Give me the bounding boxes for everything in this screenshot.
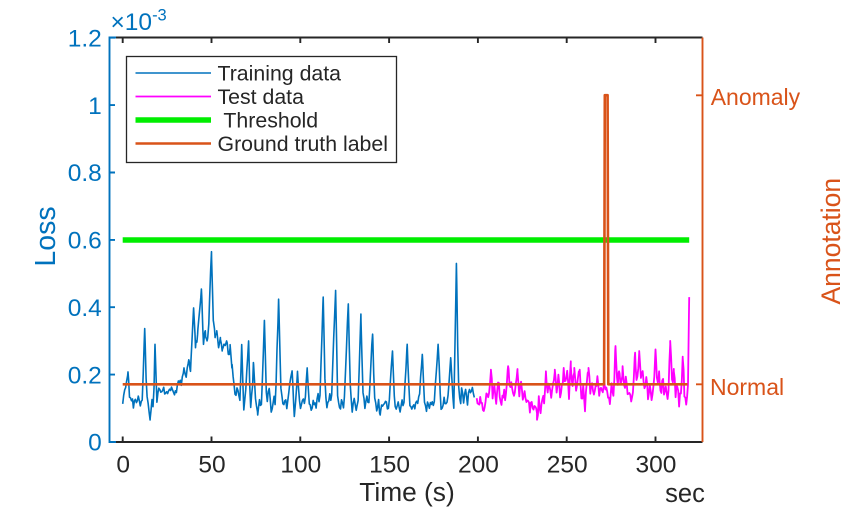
svg-text:250: 250 [547, 451, 588, 478]
svg-text:Ground truth label: Ground truth label [218, 132, 388, 156]
svg-text:Normal: Normal [710, 374, 784, 400]
svg-text:Annotation: Annotation [816, 178, 842, 305]
svg-text:Anomaly: Anomaly [711, 84, 801, 110]
svg-text:50: 50 [198, 451, 225, 478]
svg-text:1: 1 [88, 93, 102, 120]
svg-text:0.8: 0.8 [68, 160, 102, 187]
svg-text:1.2: 1.2 [68, 25, 102, 52]
svg-text:0.2: 0.2 [68, 362, 102, 389]
svg-text:0: 0 [116, 451, 130, 478]
svg-text:Test data: Test data [218, 85, 305, 109]
svg-text:200: 200 [458, 451, 499, 478]
svg-text:300: 300 [636, 451, 677, 478]
svg-text:0: 0 [88, 430, 102, 457]
svg-text:Threshold: Threshold [218, 109, 319, 133]
svg-text:Training data: Training data [218, 62, 342, 86]
svg-text:0.4: 0.4 [68, 295, 102, 322]
svg-text:150: 150 [369, 451, 410, 478]
svg-text:100: 100 [280, 451, 321, 478]
svg-text:Loss: Loss [30, 206, 62, 266]
svg-text:0.6: 0.6 [68, 228, 102, 255]
svg-text:Time (s): Time (s) [359, 477, 454, 507]
svg-text:sec: sec [665, 480, 705, 508]
